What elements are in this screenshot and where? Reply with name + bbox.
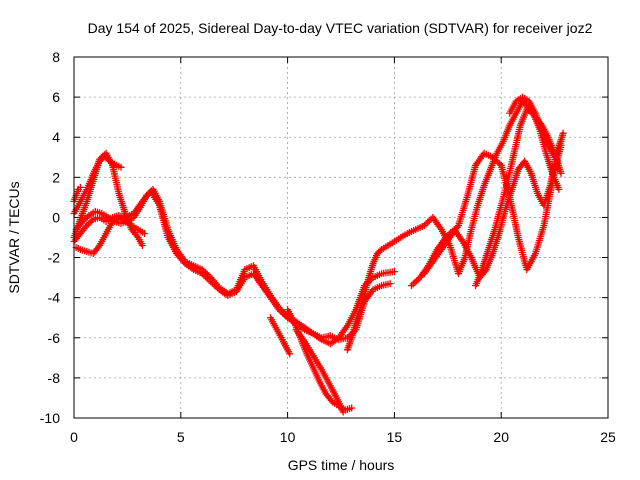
data-point-marker (133, 232, 141, 240)
data-point-marker (146, 188, 154, 196)
data-point-marker (413, 277, 421, 285)
x-tick-label: 0 (70, 429, 78, 445)
data-point-marker (557, 137, 565, 145)
data-point-marker (88, 217, 96, 225)
data-point-marker (411, 278, 419, 286)
series-track-j (343, 97, 565, 354)
data-point-marker (138, 242, 146, 250)
y-tick-label: -4 (48, 290, 61, 306)
series-track-e (72, 213, 148, 258)
series-track-g (284, 306, 356, 414)
y-tick-label: 8 (52, 49, 60, 65)
data-point-marker (76, 183, 84, 191)
y-tick-label: 6 (52, 89, 60, 105)
chart-title: Day 154 of 2025, Sidereal Day-to-day VTE… (88, 20, 593, 36)
data-point-marker (348, 404, 356, 412)
data-point-marker (140, 229, 148, 237)
data-point-marker (99, 152, 107, 160)
data-point-marker (117, 163, 125, 171)
data-point-marker (555, 185, 563, 193)
y-tick-label: 0 (52, 209, 60, 225)
plot-frame (73, 56, 609, 419)
series-track-a (70, 187, 394, 344)
series-track-b (72, 185, 398, 348)
x-tick-label: 15 (387, 429, 403, 445)
x-tick-label: 10 (280, 429, 296, 445)
y-axis-label: SDTVAR / TECUs (6, 181, 22, 293)
x-axis-label: GPS time / hours (288, 457, 395, 473)
y-tick-label: -2 (48, 250, 61, 266)
x-tick-label: 25 (600, 429, 616, 445)
x-tick-label: 20 (493, 429, 509, 445)
series-track-n (506, 93, 565, 161)
data-point-marker (376, 247, 384, 255)
data-point-marker (386, 280, 394, 288)
series-track-d (70, 149, 146, 250)
data-point-marker (84, 220, 92, 228)
y-tick-label: -8 (48, 370, 61, 386)
data-point-marker (286, 350, 294, 358)
data-point-marker (143, 191, 151, 199)
data-point-marker (409, 280, 417, 288)
data-point-marker (96, 155, 104, 163)
axis-ticks: 0 5 10 15 20 25 -10 -8 -6 -4 -2 0 2 4 6 8 (40, 49, 616, 445)
y-tick-label: -10 (40, 410, 60, 426)
data-point-marker (86, 218, 94, 226)
data-point-marker (424, 218, 432, 226)
data-point-marker (559, 129, 567, 137)
data-marks (70, 93, 567, 416)
data-point-marker (339, 408, 347, 416)
y-tick-label: 4 (52, 129, 60, 145)
data-point-marker (82, 214, 90, 222)
data-point-marker (83, 213, 91, 221)
data-point-marker (97, 154, 105, 162)
data-point-marker (407, 282, 415, 290)
data-point-marker (390, 268, 398, 276)
data-point-marker (144, 190, 152, 198)
y-tick-label: -6 (48, 330, 61, 346)
x-tick-label: 5 (177, 429, 185, 445)
series-track-i (267, 314, 294, 358)
series-track-h (292, 326, 347, 416)
y-tick-label: 2 (52, 169, 60, 185)
data-point-marker (83, 221, 91, 229)
data-point-marker (557, 169, 565, 177)
data-point-marker (94, 243, 102, 251)
